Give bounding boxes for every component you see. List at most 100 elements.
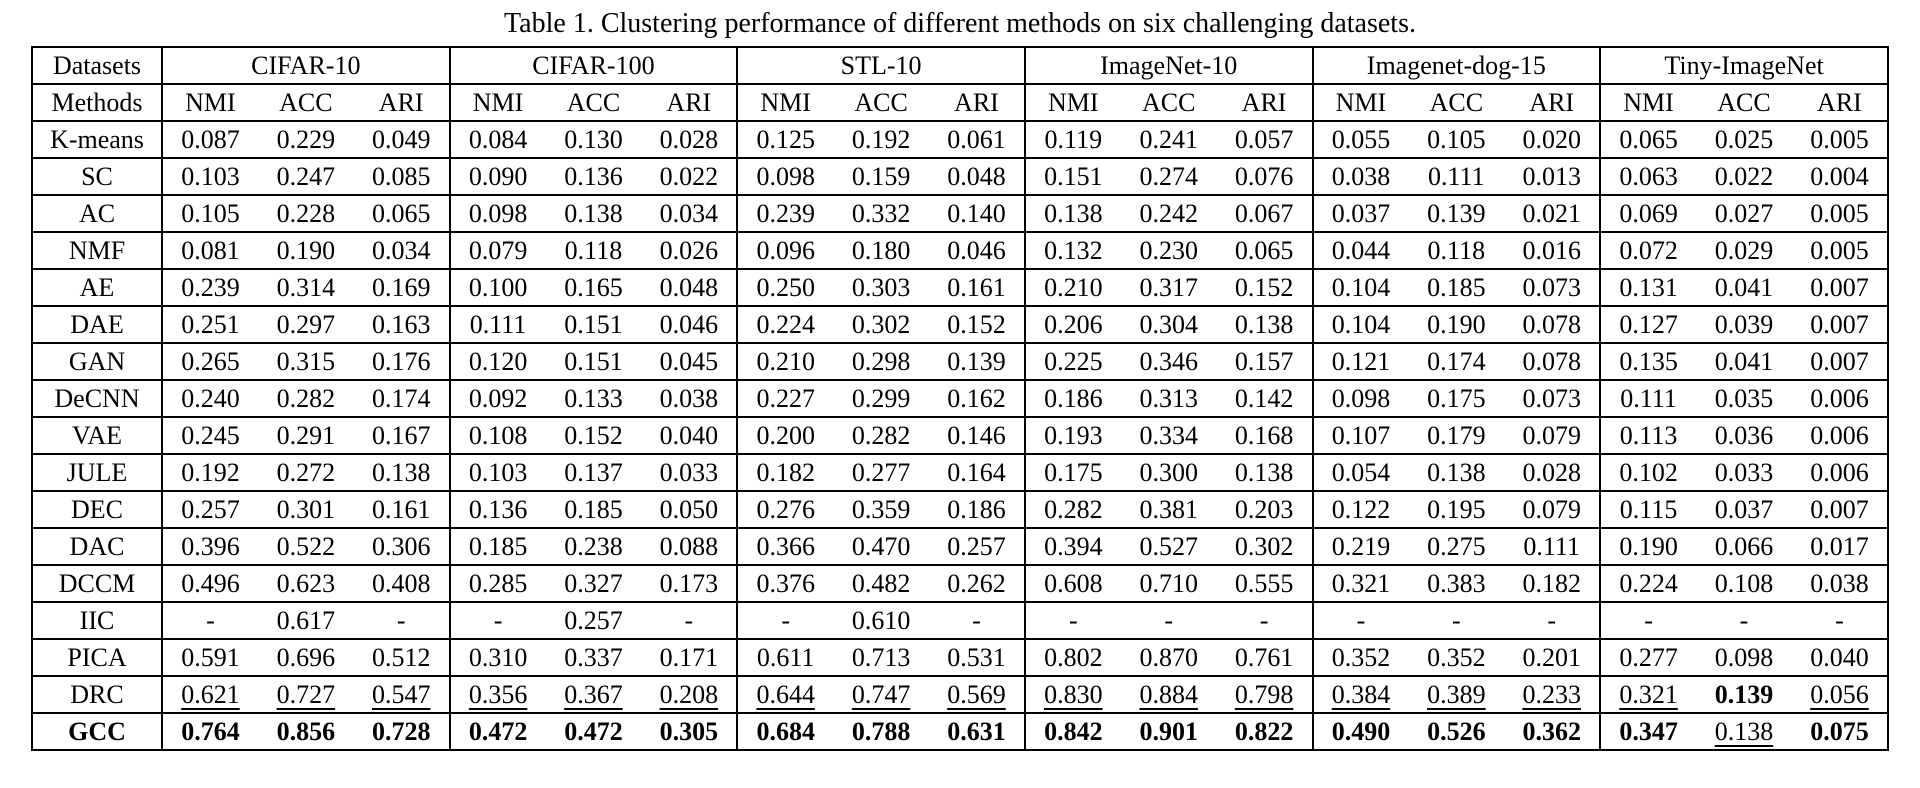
metric-value-cell: 0.136 [545, 157, 642, 196]
metric-value-cell: 0.182 [736, 453, 834, 492]
metric-value-cell: 0.169 [353, 268, 450, 307]
metric-value-cell: 0.210 [1023, 268, 1121, 307]
metric-value-cell: 0.029 [1696, 231, 1792, 270]
metric-value-cell: 0.728 [353, 712, 450, 751]
metric-value-cell: 0.005 [1791, 120, 1888, 159]
metric-value-cell: 0.098 [1696, 638, 1792, 677]
metric-value-cell: - [1599, 601, 1696, 640]
metric-value-cell: 0.250 [736, 268, 834, 307]
metric-value-cell: 0.512 [353, 638, 450, 677]
metric-header-acc: ACC [545, 83, 642, 122]
metric-value-cell: 0.138 [1216, 453, 1313, 492]
metric-value-cell: 0.140 [929, 194, 1025, 233]
metric-value-cell: 0.133 [545, 379, 642, 418]
metric-value-cell: 0.092 [448, 379, 546, 418]
dataset-header-stl-10: STL-10 [736, 46, 1025, 85]
metric-value-cell: 0.046 [641, 305, 738, 344]
method-label: DeCNN [32, 379, 163, 418]
metric-value-cell: 0.006 [1791, 416, 1888, 455]
metric-value-cell: 0.139 [1408, 194, 1505, 233]
metric-value-cell: 0.802 [1023, 638, 1121, 677]
metric-value-cell: 0.164 [929, 453, 1025, 492]
metric-value-cell: 0.079 [1504, 416, 1601, 455]
metric-value-cell: 0.038 [641, 379, 738, 418]
methods-header: Methods [32, 83, 163, 122]
method-label: DAE [32, 305, 163, 344]
metric-value-cell: 0.022 [1696, 157, 1792, 196]
metric-value-cell: 0.313 [1120, 379, 1217, 418]
metric-value-cell: 0.049 [353, 120, 450, 159]
method-label: DAC [32, 527, 163, 566]
metric-value-cell: 0.265 [161, 342, 258, 381]
metric-value-cell: 0.608 [1023, 564, 1121, 603]
metric-value-cell: 0.239 [161, 268, 258, 307]
metric-value-cell: 0.347 [1599, 712, 1696, 751]
dataset-header-cifar-10: CIFAR-10 [161, 46, 450, 85]
header-row-metrics: Methods NMI ACC ARI NMI ACC ARI NMI ACC ARI NMI ACC… [32, 83, 1888, 122]
metric-value-cell: 0.274 [1120, 157, 1217, 196]
metric-value-cell: 0.046 [929, 231, 1025, 270]
metric-value-cell: 0.162 [929, 379, 1025, 418]
metric-value-cell: 0.098 [448, 194, 546, 233]
metric-value-cell: 0.301 [257, 490, 354, 529]
metric-value-cell: 0.747 [833, 675, 929, 714]
metric-value-cell: 0.138 [1408, 453, 1505, 492]
metric-value-cell: 0.079 [1504, 490, 1601, 529]
metric-value-cell: 0.036 [1696, 416, 1792, 455]
metric-value-cell: 0.310 [448, 638, 546, 677]
metric-value-cell: 0.314 [257, 268, 354, 307]
metric-value-cell: 0.856 [257, 712, 354, 751]
metric-value-cell: 0.048 [929, 157, 1025, 196]
metric-value-cell: 0.075 [1791, 712, 1888, 751]
metric-value-cell: 0.798 [1216, 675, 1313, 714]
metric-value-cell: 0.151 [545, 305, 642, 344]
metric-value-cell: 0.195 [1408, 490, 1505, 529]
metric-value-cell: - [1120, 601, 1217, 640]
metric-value-cell: 0.179 [1408, 416, 1505, 455]
metric-value-cell: 0.066 [1696, 527, 1792, 566]
metric-value-cell: 0.005 [1791, 194, 1888, 233]
metric-value-cell: 0.381 [1120, 490, 1217, 529]
metric-value-cell: 0.006 [1791, 453, 1888, 492]
metric-value-cell: 0.251 [161, 305, 258, 344]
table-row: AE 0.239 0.314 0.169 0.100 0.165 0.048 0.250 0.3… [32, 268, 1888, 307]
metric-value-cell: 0.138 [1696, 712, 1792, 751]
metric-value-cell: 0.037 [1311, 194, 1409, 233]
metric-value-cell: 0.098 [1311, 379, 1409, 418]
metric-value-cell: 0.321 [1599, 675, 1696, 714]
metric-value-cell: 0.277 [1599, 638, 1696, 677]
metric-value-cell: 0.063 [1599, 157, 1696, 196]
table-row: GCC 0.764 0.856 0.728 0.472 0.472 0.305 0.684 0.… [32, 712, 1888, 751]
table-row: DRC 0.621 0.727 0.547 0.356 0.367 0.208 0.644 0.… [32, 675, 1888, 714]
metric-value-cell: 0.870 [1120, 638, 1217, 677]
table-row: SC 0.103 0.247 0.085 0.090 0.136 0.022 0.098 0.1… [32, 157, 1888, 196]
metric-value-cell: 0.176 [353, 342, 450, 381]
metric-value-cell: - [929, 601, 1025, 640]
metric-value-cell: 0.137 [545, 453, 642, 492]
metric-value-cell: 0.028 [1504, 453, 1601, 492]
metric-value-cell: - [161, 601, 258, 640]
metric-value-cell: 0.617 [257, 601, 354, 640]
method-label: SC [32, 157, 163, 196]
method-label: K-means [32, 120, 163, 159]
datasets-corner-header: Datasets [32, 46, 163, 85]
table-row: NMF 0.081 0.190 0.034 0.079 0.118 0.026 0.096 0.… [32, 231, 1888, 270]
metric-value-cell: 0.135 [1599, 342, 1696, 381]
metric-header-acc: ACC [257, 83, 354, 122]
metric-value-cell: 0.039 [1696, 305, 1792, 344]
method-label: DCCM [32, 564, 163, 603]
metric-header-nmi: NMI [1023, 83, 1121, 122]
metric-value-cell: 0.186 [1023, 379, 1121, 418]
metric-header-ari: ARI [1791, 83, 1888, 122]
metric-value-cell: 0.228 [257, 194, 354, 233]
metric-value-cell: 0.305 [641, 712, 738, 751]
metric-value-cell: 0.496 [161, 564, 258, 603]
metric-value-cell: 0.384 [1311, 675, 1409, 714]
metric-value-cell: 0.591 [161, 638, 258, 677]
metric-value-cell: 0.108 [1696, 564, 1792, 603]
metric-value-cell: 0.131 [1599, 268, 1696, 307]
method-label: DRC [32, 675, 163, 714]
metric-value-cell: 0.190 [257, 231, 354, 270]
metric-value-cell: 0.035 [1696, 379, 1792, 418]
metric-value-cell: 0.830 [1023, 675, 1121, 714]
